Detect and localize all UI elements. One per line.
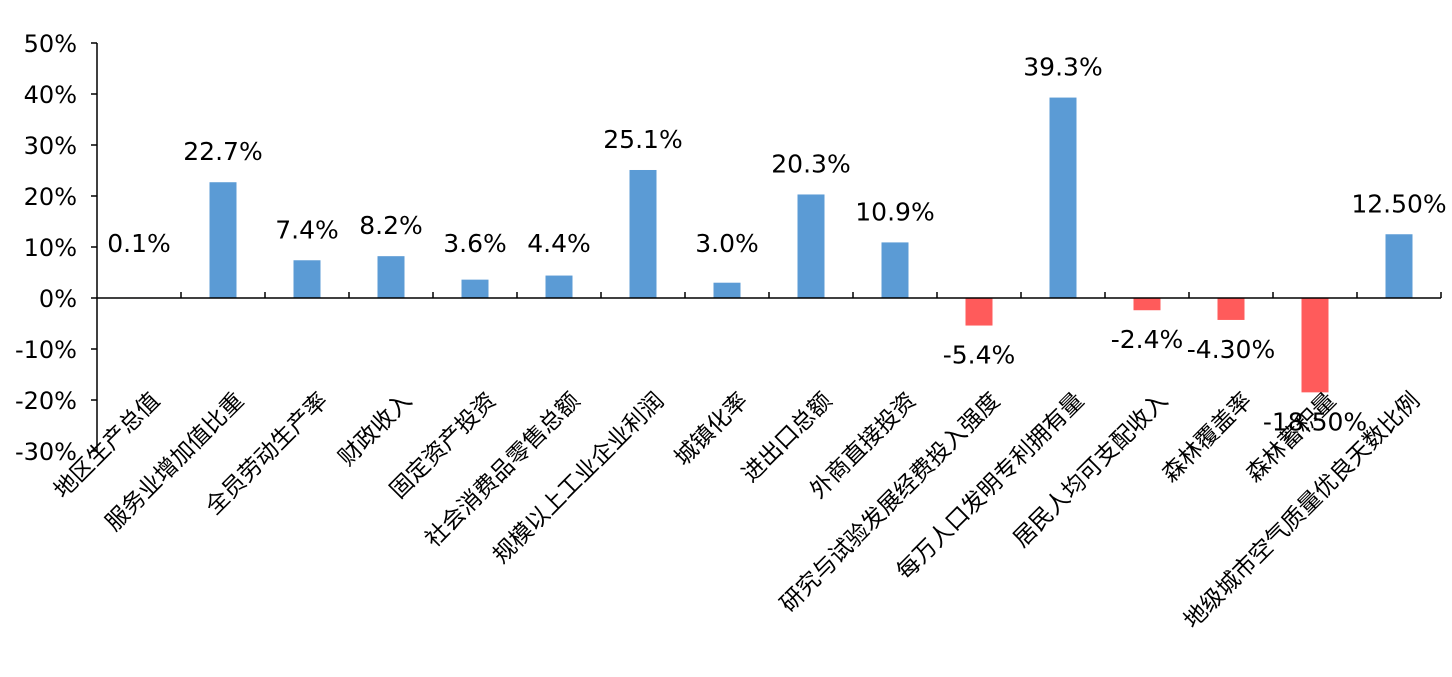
data-labels: 0.1%22.7%7.4% 8.2%3.6% 4.4%25.1%3.0%20.3%1… [107, 53, 1446, 437]
y-tick-label: -20% [15, 387, 77, 415]
data-label-15: -18.50% [1263, 407, 1367, 436]
data-label-5: 3.6% [443, 229, 507, 258]
data-label-6: 4.4% [527, 229, 591, 258]
y-tick-label: 0% [39, 285, 77, 313]
bar-12 [1049, 97, 1077, 298]
category-label-2: 服务业增加值比重 [101, 388, 249, 536]
category-label-6: 社会消费品零售总额 [420, 388, 585, 553]
data-label-14: -4.30% [1187, 335, 1275, 364]
bar-7 [629, 169, 657, 298]
y-tick-label: 20% [24, 183, 77, 211]
bar-5 [461, 279, 489, 298]
bar-13 [1133, 298, 1161, 311]
data-label-16: 12.50% [1351, 189, 1446, 218]
bars [125, 97, 1413, 393]
bar-8 [713, 282, 741, 298]
data-label-12: 39.3% [1023, 53, 1102, 82]
data-label-10: 10.9% [855, 197, 934, 226]
y-tick-label: 40% [24, 81, 77, 109]
bar-9 [797, 194, 825, 298]
y-tick-label: 30% [24, 132, 77, 160]
data-label-2: 22.7% [183, 137, 262, 166]
category-label-8: 城镇化率 [670, 388, 753, 471]
data-label-7: 25.1% [603, 125, 682, 154]
y-axis: 50% 40% 30% 20% 10% 0% -10% -20% -30% [15, 30, 98, 466]
category-label-4: 财政收入 [334, 388, 417, 471]
bar-11 [965, 298, 993, 326]
bar-10 [881, 242, 909, 298]
data-label-9: 20.3% [771, 149, 850, 178]
bar-16 [1385, 234, 1413, 298]
y-tick-label: 10% [24, 234, 77, 262]
data-label-3: 7.4% [275, 215, 339, 244]
bar-4 [377, 256, 405, 298]
x-axis [97, 292, 1442, 299]
data-label-1: 0.1% [107, 229, 171, 258]
category-label-14: 森林覆盖率 [1158, 388, 1258, 488]
bar-2 [209, 182, 237, 298]
bar-6 [545, 275, 573, 298]
data-label-4: 8.2% [359, 211, 423, 240]
bar-14 [1217, 298, 1245, 320]
y-tick-label: 50% [24, 30, 77, 58]
y-tick-label: -30% [15, 438, 77, 466]
data-label-13: -2.4% [1111, 325, 1184, 354]
bar-15 [1301, 298, 1329, 393]
category-label-7: 规模以上工业企业利润 [488, 388, 669, 569]
data-label-11: -5.4% [943, 341, 1016, 370]
data-label-8: 3.0% [695, 229, 759, 258]
category-label-13: 居民人均可支配收入 [1008, 388, 1173, 553]
y-tick-label: -10% [15, 336, 77, 364]
bar-3 [293, 260, 321, 298]
